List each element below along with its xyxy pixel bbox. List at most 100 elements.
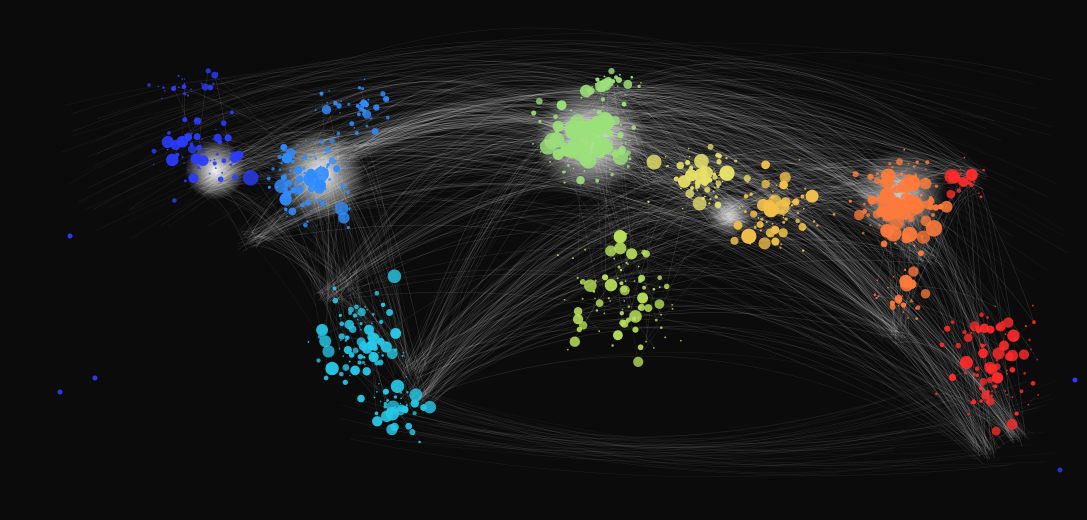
- airport-node: [214, 167, 217, 169]
- flight-route: [786, 208, 986, 459]
- airport-node: [889, 300, 895, 306]
- flight-route: [599, 79, 872, 197]
- airport-node: [792, 198, 800, 206]
- airport-node: [812, 220, 816, 223]
- airport-node: [280, 143, 288, 151]
- airport-node: [863, 202, 866, 206]
- flight-route: [782, 216, 974, 445]
- airport-node: [229, 163, 233, 167]
- flight-route: [417, 217, 717, 401]
- airport-node: [324, 147, 327, 150]
- flight-route: [315, 140, 723, 221]
- airport-node: [332, 297, 339, 304]
- flight-route: [255, 230, 414, 405]
- flight-route: [417, 307, 894, 399]
- flight-route: [643, 218, 787, 288]
- airport-node: [348, 351, 355, 358]
- airport-node: [888, 162, 892, 166]
- flight-route: [610, 62, 980, 176]
- airport-node: [366, 103, 369, 106]
- airport-node: [221, 160, 224, 163]
- airport-node: [319, 91, 324, 96]
- airport-node: [690, 186, 694, 190]
- airport-node: [92, 375, 98, 381]
- airport-node: [652, 287, 656, 291]
- airport-node: [973, 180, 976, 183]
- airport-node: [624, 93, 627, 96]
- airport-node: [707, 143, 714, 150]
- flight-route: [406, 303, 1011, 438]
- flight-route: [412, 209, 719, 407]
- flight-route: [173, 76, 907, 202]
- flight-route: [401, 381, 936, 446]
- flight-route: [326, 292, 977, 452]
- flight-route: [412, 216, 733, 408]
- airport-node: [208, 172, 211, 175]
- airport-node: [266, 176, 271, 181]
- airport-node: [348, 207, 351, 211]
- flight-route: [359, 144, 409, 373]
- airport-node: [653, 347, 655, 349]
- flight-route: [335, 216, 899, 344]
- flight-route: [396, 392, 1054, 453]
- flight-route: [887, 287, 1005, 346]
- flight-route: [774, 214, 835, 232]
- flight-route: [348, 122, 551, 158]
- airport-node: [193, 117, 202, 125]
- airport-node: [267, 185, 271, 189]
- airport-node: [406, 391, 409, 394]
- airport-node: [294, 166, 303, 175]
- flight-route: [260, 188, 1030, 433]
- flight-route: [340, 394, 1051, 457]
- flight-route: [980, 187, 1026, 439]
- flight-route: [725, 218, 992, 454]
- flight-route: [366, 254, 558, 349]
- flight-route: [610, 84, 884, 204]
- airport-node: [637, 265, 640, 268]
- airport-node: [339, 313, 343, 317]
- airport-node: [986, 316, 989, 319]
- flight-route: [436, 412, 921, 474]
- flight-route: [898, 305, 999, 354]
- airport-node: [743, 194, 749, 199]
- airport-node: [1027, 403, 1030, 406]
- flight-route: [609, 124, 1017, 438]
- airport-node: [366, 308, 368, 311]
- airport-node: [967, 412, 970, 416]
- flight-route: [152, 44, 1012, 144]
- airport-node: [712, 174, 718, 180]
- airport-node: [609, 300, 612, 302]
- flight-route: [714, 216, 980, 457]
- flight-route: [414, 395, 955, 449]
- airport-node: [326, 168, 329, 171]
- airport-node: [564, 119, 581, 136]
- airport-node: [749, 243, 752, 245]
- flight-route: [628, 177, 676, 321]
- airport-node: [187, 145, 197, 154]
- flight-route: [412, 221, 731, 399]
- airport-node: [802, 228, 805, 231]
- airport-node: [338, 212, 350, 224]
- airport-node: [310, 210, 312, 212]
- flight-route: [388, 399, 949, 450]
- flight-route: [267, 54, 765, 131]
- airport-node: [617, 265, 621, 269]
- flight-route: [60, 51, 1052, 153]
- flight-route: [601, 63, 978, 176]
- flight-route: [359, 89, 900, 185]
- airport-node: [918, 250, 924, 257]
- flight-route: [360, 90, 885, 200]
- airport-node: [409, 388, 423, 402]
- airport-node: [891, 166, 894, 169]
- flight-route: [311, 144, 980, 451]
- airport-node: [193, 133, 201, 141]
- airport-node: [925, 220, 943, 237]
- flight-route: [634, 176, 1030, 440]
- airport-node: [386, 399, 389, 402]
- flight-route: [612, 80, 897, 189]
- airport-node: [319, 165, 322, 168]
- airport-node: [680, 187, 682, 190]
- airport-node: [660, 326, 663, 329]
- airport-node: [772, 190, 774, 193]
- flight-route: [80, 84, 863, 179]
